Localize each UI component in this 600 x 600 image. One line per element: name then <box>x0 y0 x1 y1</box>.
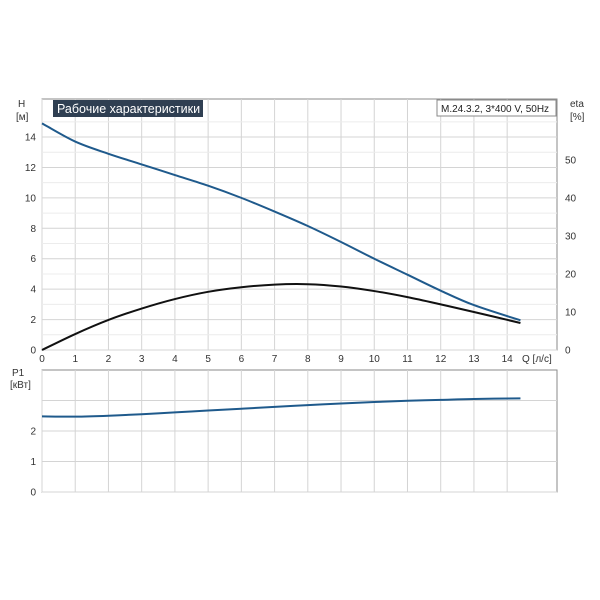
main-grid <box>41 99 557 351</box>
x-tick-label: 6 <box>239 354 245 365</box>
tick-labels: 0 1 2 3 4 5 6 7 8 9 10 11 12 13 1402468101214010203040… <box>25 133 577 499</box>
left-tick-label: 10 <box>25 193 37 204</box>
left-axis-label: H <box>18 99 25 110</box>
left-tick-label: 4 <box>30 285 36 296</box>
x-tick-label: 7 <box>272 354 278 365</box>
right-tick-label: 20 <box>565 269 577 280</box>
right-axis-unit: [%] <box>570 112 585 123</box>
right-axis-label: eta <box>570 99 584 110</box>
x-axis-unit-label: Q [л/с] <box>522 354 552 365</box>
x-tick-label: 14 <box>502 354 514 365</box>
left-tick-label: 0 <box>30 346 36 357</box>
left-tick-label: 12 <box>25 163 37 174</box>
x-tick-label: 4 <box>172 354 178 365</box>
right-tick-label: 10 <box>565 307 577 318</box>
right-tick-label: 40 <box>565 193 577 204</box>
x-tick-label: 2 <box>106 354 112 365</box>
power-tick-label: 1 <box>30 457 36 468</box>
power-curve <box>41 397 521 418</box>
left-tick-label: 8 <box>30 224 36 235</box>
power-tick-label: 2 <box>30 427 36 438</box>
model-label-box <box>436 99 557 117</box>
right-tick-label: 0 <box>565 346 571 357</box>
x-tick-label: 5 <box>205 354 211 365</box>
chart-title: Рабочие характеристики <box>57 102 200 116</box>
power-tick-label: 0 <box>30 488 36 499</box>
x-tick-label: 13 <box>468 354 480 365</box>
power-grid <box>41 370 557 493</box>
left-tick-label: 14 <box>25 133 37 144</box>
x-tick-label: 10 <box>369 354 381 365</box>
x-tick-label: 8 <box>305 354 311 365</box>
right-tick-label: 50 <box>565 155 577 166</box>
power-axis-unit: [кВт] <box>10 380 31 391</box>
efficiency-curve <box>41 283 521 351</box>
chart-title-box <box>53 100 203 117</box>
power-axis-label: P1 <box>12 368 25 379</box>
x-tick-label: 11 <box>402 354 413 365</box>
x-tick-label: 12 <box>435 354 447 365</box>
x-tick-label: 0 <box>39 354 45 365</box>
head-curve <box>41 122 521 322</box>
x-tick-label: 3 <box>139 354 145 365</box>
left-axis-unit: [м] <box>16 112 29 123</box>
model-label: M.24.3.2, 3*400 V, 50Hz <box>441 104 549 115</box>
curves <box>41 122 521 418</box>
x-tick-label: 1 <box>72 354 78 365</box>
right-tick-label: 30 <box>565 231 577 242</box>
left-tick-label: 6 <box>30 254 36 265</box>
left-tick-label: 2 <box>30 315 36 326</box>
x-tick-label: 9 <box>338 354 344 365</box>
